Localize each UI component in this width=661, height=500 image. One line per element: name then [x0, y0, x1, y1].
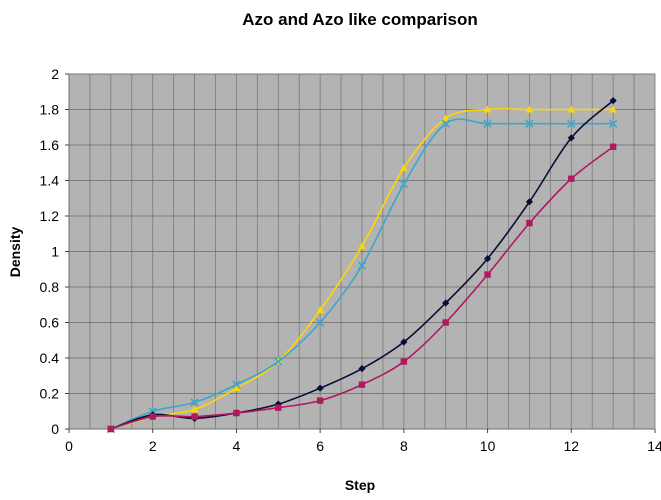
y-tick-label: 1 — [51, 244, 59, 260]
data-point — [483, 119, 492, 128]
y-tick-label: 0.2 — [40, 386, 60, 402]
data-point — [568, 175, 575, 182]
data-series — [106, 97, 618, 434]
data-point — [609, 143, 617, 150]
data-point — [358, 365, 366, 373]
x-tick-label: 8 — [400, 438, 408, 454]
data-point — [232, 384, 241, 392]
data-point — [441, 119, 450, 128]
x-tick-label: 2 — [149, 438, 157, 454]
data-point — [358, 381, 366, 388]
data-point — [316, 306, 324, 314]
data-point — [191, 413, 198, 420]
x-tick-label: 6 — [316, 438, 324, 454]
y-tick-label: 1.2 — [40, 208, 60, 224]
data-point — [316, 384, 324, 392]
data-point — [442, 319, 449, 326]
data-point — [567, 134, 575, 142]
data-point — [525, 119, 534, 128]
data-point — [316, 397, 324, 404]
data-point — [274, 357, 283, 366]
x-tick-label: 12 — [563, 438, 579, 454]
y-tick-label: 1.6 — [40, 137, 60, 153]
data-point — [400, 358, 408, 365]
series-x — [106, 118, 618, 434]
data-point — [525, 198, 534, 206]
x-tick-label: 10 — [480, 438, 496, 454]
data-point — [275, 404, 282, 411]
data-point — [442, 299, 450, 307]
data-point — [567, 119, 576, 128]
x-axis-title: Step — [345, 477, 375, 493]
x-tick-label: 4 — [233, 438, 241, 454]
data-point — [400, 164, 408, 172]
y-tick-label: 0 — [51, 421, 59, 437]
data-point — [609, 97, 617, 105]
data-point — [526, 219, 533, 227]
chart-title: Azo and Azo like comparison — [242, 10, 478, 29]
y-tick-label: 1.8 — [40, 102, 60, 118]
data-point — [358, 242, 366, 250]
data-point — [107, 425, 115, 433]
data-point — [233, 409, 240, 417]
data-point — [484, 271, 491, 278]
data-point — [399, 179, 409, 189]
data-point — [608, 119, 618, 128]
data-point — [609, 105, 617, 113]
data-point — [525, 105, 534, 113]
data-point — [483, 105, 492, 113]
y-tick-label: 0.4 — [40, 350, 60, 366]
data-point — [441, 114, 450, 122]
y-tick-label: 0.8 — [40, 279, 60, 295]
axes — [65, 73, 656, 433]
x-tick-label: 14 — [647, 438, 661, 454]
data-point — [190, 405, 199, 413]
tick-labels: 0 2 4 6 8 10 12 14 0 0.2 0.4 0.6 0.8 1 1.2 1.4 1.6 1.8 2 — [40, 66, 661, 454]
data-point — [483, 255, 492, 263]
y-tick-label: 2 — [51, 66, 59, 82]
data-point — [400, 338, 408, 346]
data-point — [149, 413, 156, 420]
y-axis-title: Density — [7, 227, 23, 278]
data-point — [357, 261, 367, 270]
x-tick-label: 0 — [65, 438, 73, 454]
y-tick-label: 0.6 — [40, 315, 60, 331]
data-point — [232, 380, 241, 389]
series-square — [107, 143, 617, 433]
data-point — [567, 105, 576, 113]
y-tick-label: 1.4 — [40, 173, 60, 189]
data-point — [190, 398, 199, 407]
data-point — [315, 318, 325, 327]
